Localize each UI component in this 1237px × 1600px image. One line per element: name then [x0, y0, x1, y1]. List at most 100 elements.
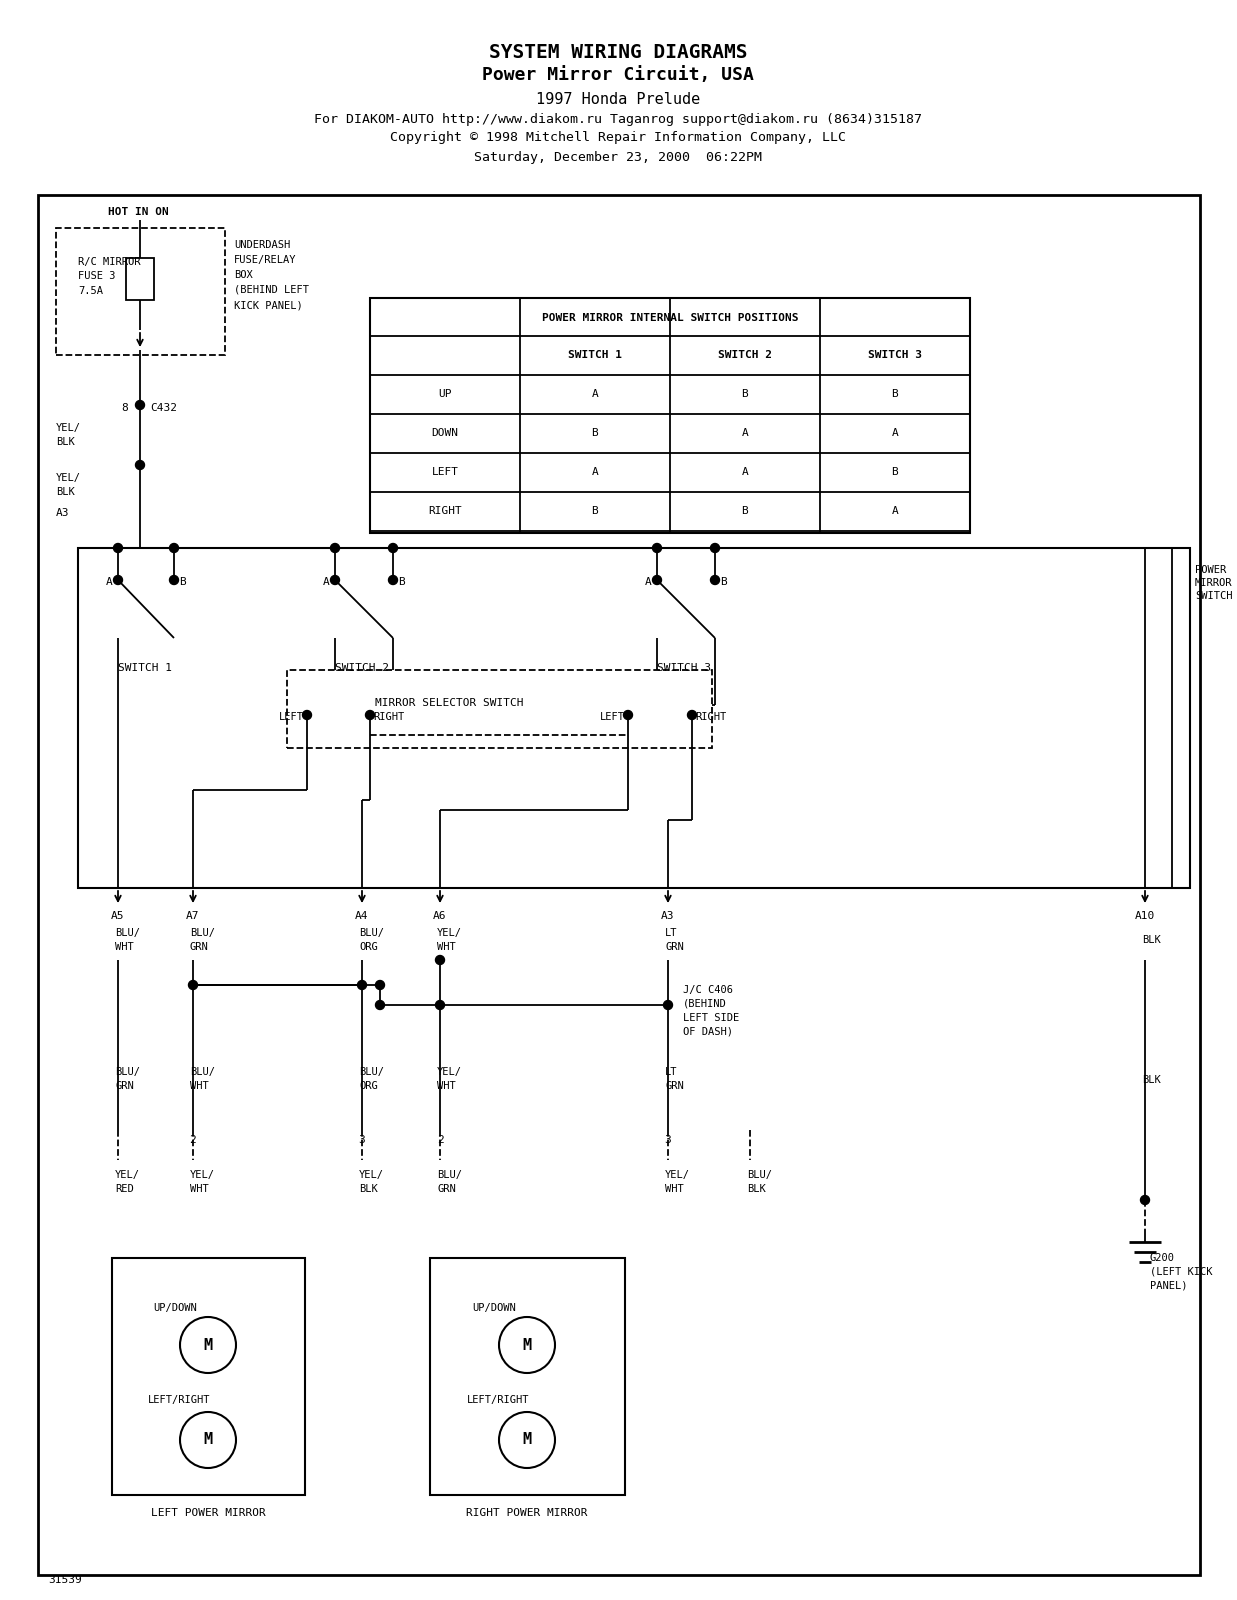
- Text: BLU/: BLU/: [747, 1170, 772, 1181]
- Text: YEL/: YEL/: [115, 1170, 140, 1181]
- Circle shape: [365, 710, 375, 720]
- Text: WHT: WHT: [437, 1082, 455, 1091]
- Text: BLK: BLK: [747, 1184, 766, 1194]
- Text: BLU/: BLU/: [115, 928, 140, 938]
- Text: GRN: GRN: [666, 1082, 684, 1091]
- Text: B: B: [720, 578, 727, 587]
- Text: LEFT SIDE: LEFT SIDE: [683, 1013, 740, 1022]
- Text: UP/DOWN: UP/DOWN: [473, 1302, 516, 1314]
- Text: LT: LT: [666, 1067, 678, 1077]
- Text: BOX: BOX: [234, 270, 252, 280]
- Text: SYSTEM WIRING DIAGRAMS: SYSTEM WIRING DIAGRAMS: [489, 43, 747, 61]
- Circle shape: [114, 576, 122, 584]
- Text: 7.5A: 7.5A: [78, 286, 103, 296]
- Text: B: B: [892, 389, 898, 398]
- Circle shape: [330, 576, 339, 584]
- Text: LEFT: LEFT: [432, 467, 459, 477]
- Text: KICK PANEL): KICK PANEL): [234, 301, 303, 310]
- Circle shape: [181, 1317, 236, 1373]
- Text: A4: A4: [355, 910, 369, 922]
- Text: UP/DOWN: UP/DOWN: [153, 1302, 197, 1314]
- Text: LEFT: LEFT: [280, 712, 304, 722]
- Text: HOT IN ON: HOT IN ON: [108, 206, 168, 218]
- Text: BLK: BLK: [1142, 1075, 1160, 1085]
- Text: MIRROR SELECTOR SWITCH: MIRROR SELECTOR SWITCH: [375, 698, 523, 707]
- Circle shape: [188, 981, 198, 989]
- Text: 3: 3: [664, 1134, 672, 1146]
- Text: B: B: [591, 427, 599, 438]
- Text: M: M: [203, 1432, 213, 1448]
- Circle shape: [357, 981, 366, 989]
- Circle shape: [499, 1411, 555, 1469]
- Circle shape: [710, 544, 720, 552]
- Text: SWITCH 3: SWITCH 3: [868, 350, 922, 360]
- Text: B: B: [398, 578, 404, 587]
- Text: WHT: WHT: [115, 942, 134, 952]
- Circle shape: [688, 710, 696, 720]
- Bar: [78, 547, 1190, 888]
- Circle shape: [710, 576, 720, 584]
- Text: LEFT POWER MIRROR: LEFT POWER MIRROR: [151, 1507, 266, 1518]
- Text: GRN: GRN: [437, 1184, 455, 1194]
- Text: POWER: POWER: [1195, 565, 1226, 574]
- Bar: [38, 195, 1200, 1574]
- Bar: [370, 298, 970, 533]
- Text: UP: UP: [438, 389, 452, 398]
- Text: B: B: [742, 506, 748, 515]
- Text: A: A: [591, 389, 599, 398]
- Text: FUSE/RELAY: FUSE/RELAY: [234, 254, 297, 266]
- Text: LEFT: LEFT: [600, 712, 625, 722]
- Text: A7: A7: [187, 910, 199, 922]
- Text: SWITCH: SWITCH: [1195, 590, 1232, 602]
- Text: A: A: [323, 578, 330, 587]
- Text: BLK: BLK: [1142, 934, 1160, 946]
- Text: ORG: ORG: [359, 1082, 377, 1091]
- Text: B: B: [179, 578, 186, 587]
- Text: BLK: BLK: [56, 437, 74, 446]
- Text: LEFT/RIGHT: LEFT/RIGHT: [148, 1395, 210, 1405]
- Text: POWER MIRROR INTERNAL SWITCH POSITIONS: POWER MIRROR INTERNAL SWITCH POSITIONS: [542, 314, 798, 323]
- Text: RED: RED: [115, 1184, 134, 1194]
- Text: A: A: [892, 506, 898, 515]
- Text: BLU/: BLU/: [115, 1067, 140, 1077]
- Text: B: B: [591, 506, 599, 515]
- Text: YEL/: YEL/: [56, 474, 80, 483]
- Text: WHT: WHT: [190, 1184, 209, 1194]
- Text: 1997 Honda Prelude: 1997 Honda Prelude: [536, 91, 700, 107]
- Text: A3: A3: [56, 509, 69, 518]
- Text: YEL/: YEL/: [666, 1170, 690, 1181]
- Circle shape: [388, 576, 397, 584]
- Text: M: M: [522, 1338, 532, 1352]
- Bar: [56, 227, 225, 355]
- Text: A6: A6: [433, 910, 447, 922]
- Text: 2: 2: [437, 1134, 443, 1146]
- Text: 8: 8: [121, 403, 127, 413]
- Text: A10: A10: [1134, 910, 1155, 922]
- Text: LT: LT: [666, 928, 678, 938]
- Text: Copyright © 1998 Mitchell Repair Information Company, LLC: Copyright © 1998 Mitchell Repair Informa…: [390, 131, 846, 144]
- Text: YEL/: YEL/: [359, 1170, 383, 1181]
- Circle shape: [169, 576, 178, 584]
- Text: YEL/: YEL/: [437, 1067, 461, 1077]
- Text: 2: 2: [189, 1134, 197, 1146]
- Text: (LEFT KICK: (LEFT KICK: [1150, 1267, 1212, 1277]
- Text: OF DASH): OF DASH): [683, 1027, 734, 1037]
- Text: A: A: [591, 467, 599, 477]
- Text: A5: A5: [111, 910, 125, 922]
- Text: YEL/: YEL/: [190, 1170, 215, 1181]
- Text: BLU/: BLU/: [437, 1170, 461, 1181]
- Text: YEL/: YEL/: [437, 928, 461, 938]
- Text: WHT: WHT: [666, 1184, 684, 1194]
- Bar: [126, 258, 153, 301]
- Text: A: A: [742, 427, 748, 438]
- Text: GRN: GRN: [190, 942, 209, 952]
- Text: ORG: ORG: [359, 942, 377, 952]
- Text: RIGHT POWER MIRROR: RIGHT POWER MIRROR: [466, 1507, 588, 1518]
- Text: SWITCH 2: SWITCH 2: [335, 662, 388, 674]
- Circle shape: [652, 544, 662, 552]
- Text: SWITCH 1: SWITCH 1: [568, 350, 622, 360]
- Text: FUSE 3: FUSE 3: [78, 270, 115, 282]
- Text: BLK: BLK: [56, 486, 74, 498]
- Text: R/C MIRROR: R/C MIRROR: [78, 258, 141, 267]
- Text: BLU/: BLU/: [190, 1067, 215, 1077]
